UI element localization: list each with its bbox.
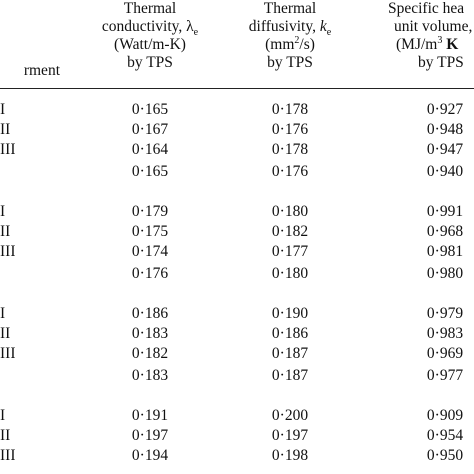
row-label: I [0, 101, 6, 118]
header-line: by TPS [418, 54, 464, 71]
row-label: II [0, 223, 11, 240]
cell-conductivity: 0·186 [131, 305, 169, 322]
row-label: III [0, 447, 16, 464]
cell-diffusivity: 0·178 [271, 101, 309, 118]
cell-diffusivity: 0·198 [271, 447, 309, 464]
cell-diffusivity: 0·176 [271, 163, 309, 180]
cell-diffusivity: 0·186 [271, 325, 309, 342]
cell-diffusivity: 0·187 [271, 345, 309, 362]
row-label: II [0, 427, 11, 444]
cell-specific-heat: 0·969 [426, 345, 464, 362]
cell-specific-heat: 0·950 [426, 447, 464, 464]
cell-diffusivity: 0·197 [271, 427, 309, 444]
cell-conductivity: 0·164 [131, 141, 169, 158]
cell-specific-heat: 0·948 [426, 121, 464, 138]
cell-conductivity: 0·167 [131, 121, 169, 138]
header-col-specific-heat: Specific hea unit volume, (MJ/m3 K by TP… [382, 0, 474, 72]
row-label: III [0, 141, 16, 158]
header-line: conductivity, λe [101, 18, 199, 39]
cell-conductivity: 0·183 [131, 367, 169, 384]
header-col-treatment: rment [23, 62, 60, 79]
cell-conductivity: 0·197 [131, 427, 169, 444]
lambda-symbol: λ [186, 18, 194, 35]
header-line: (Watt/m-K) [114, 36, 186, 53]
header-line: (MJ/m3 K [396, 34, 459, 53]
cell-specific-heat: 0·954 [426, 427, 464, 444]
row-label: I [0, 407, 6, 424]
cell-conductivity: 0·191 [131, 407, 169, 424]
cell-specific-heat: 0·981 [426, 243, 464, 260]
cell-diffusivity: 0·177 [271, 243, 309, 260]
cell-conductivity: 0·175 [131, 223, 169, 240]
row-label: II [0, 325, 11, 342]
cell-conductivity: 0·194 [131, 447, 169, 464]
cell-diffusivity: 0·182 [271, 223, 309, 240]
cell-diffusivity: 0·178 [271, 141, 309, 158]
row-label: I [0, 305, 6, 322]
row-label: II [0, 121, 11, 138]
row-label: III [0, 345, 16, 362]
header-line: (mm2/s) [265, 34, 315, 53]
header-line: diffusivity, ke [248, 18, 332, 39]
header-line: by TPS [127, 54, 173, 71]
cell-conductivity: 0·179 [131, 203, 169, 220]
cell-specific-heat: 0·979 [426, 305, 464, 322]
cell-conductivity: 0·165 [131, 101, 169, 118]
cell-specific-heat: 0·927 [426, 101, 464, 118]
cell-specific-heat: 0·980 [426, 265, 464, 282]
cell-diffusivity: 0·180 [271, 203, 309, 220]
cell-diffusivity: 0·200 [271, 407, 309, 424]
cell-specific-heat: 0·983 [426, 325, 464, 342]
cell-conductivity: 0·182 [131, 345, 169, 362]
header-col-diffusivity: Thermal diffusivity, ke (mm2/s) by TPS [238, 0, 342, 72]
cell-conductivity: 0·165 [131, 163, 169, 180]
cell-specific-heat: 0·977 [426, 367, 464, 384]
cell-specific-heat: 0·968 [426, 223, 464, 240]
header-line: Specific hea [388, 0, 465, 17]
row-label: III [0, 243, 16, 260]
header-line: by TPS [267, 54, 313, 71]
cell-conductivity: 0·174 [131, 243, 169, 260]
header-rule [0, 88, 474, 89]
cell-diffusivity: 0·180 [271, 265, 309, 282]
cell-specific-heat: 0·991 [426, 203, 464, 220]
cell-conductivity: 0·183 [131, 325, 169, 342]
header-line: Thermal [263, 0, 317, 17]
row-label: I [0, 203, 6, 220]
cell-diffusivity: 0·176 [271, 121, 309, 138]
cell-specific-heat: 0·947 [426, 141, 464, 158]
header-line: Thermal [123, 0, 177, 17]
header-line: unit volume, [394, 18, 473, 35]
cell-conductivity: 0·176 [131, 265, 169, 282]
cell-specific-heat: 0·940 [426, 163, 464, 180]
header-col-conductivity: Thermal conductivity, λe (Watt/m-K) by T… [95, 0, 205, 72]
cell-specific-heat: 0·909 [426, 407, 464, 424]
cell-diffusivity: 0·187 [271, 367, 309, 384]
cell-diffusivity: 0·190 [271, 305, 309, 322]
